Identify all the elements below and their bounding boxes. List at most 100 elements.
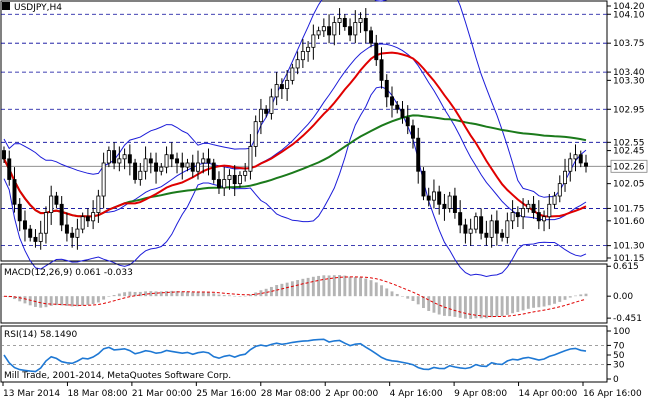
candle[interactable]: [28, 224, 33, 242]
candle[interactable]: [300, 39, 305, 68]
candle[interactable]: [59, 196, 64, 232]
candle[interactable]: [547, 193, 552, 230]
candle[interactable]: [416, 127, 421, 184]
candle[interactable]: [274, 72, 279, 106]
candle[interactable]: [49, 185, 54, 225]
candle[interactable]: [421, 167, 426, 201]
candle[interactable]: [285, 70, 290, 102]
candle[interactable]: [458, 200, 463, 234]
candle[interactable]: [17, 198, 22, 232]
candle[interactable]: [54, 191, 59, 209]
candle[interactable]: [211, 158, 216, 184]
candle[interactable]: [2, 146, 6, 163]
candle[interactable]: [526, 200, 531, 213]
candle[interactable]: [552, 191, 557, 209]
candle[interactable]: [479, 208, 484, 240]
candle[interactable]: [85, 208, 90, 228]
candle[interactable]: [22, 210, 27, 242]
candle[interactable]: [568, 152, 573, 182]
candle[interactable]: [295, 51, 300, 75]
candle[interactable]: [248, 134, 253, 180]
candle[interactable]: [279, 78, 284, 99]
candle[interactable]: [489, 214, 494, 248]
candle[interactable]: [563, 158, 567, 192]
candle[interactable]: [206, 148, 211, 176]
candle[interactable]: [542, 210, 547, 232]
candle[interactable]: [148, 152, 153, 174]
candle[interactable]: [426, 187, 431, 207]
candle[interactable]: [169, 142, 174, 168]
candle[interactable]: [584, 154, 588, 173]
candle[interactable]: [154, 152, 159, 184]
candle[interactable]: [227, 169, 232, 190]
candle[interactable]: [106, 146, 111, 168]
candle[interactable]: [127, 144, 132, 176]
candle[interactable]: [43, 206, 48, 244]
candle[interactable]: [390, 86, 394, 118]
candle[interactable]: [201, 152, 206, 174]
candlesticks[interactable]: [2, 8, 588, 250]
candle[interactable]: [180, 152, 185, 180]
candle[interactable]: [400, 101, 405, 124]
candle[interactable]: [232, 165, 237, 197]
candle[interactable]: [384, 74, 389, 108]
candle[interactable]: [348, 18, 353, 42]
candle[interactable]: [431, 179, 436, 209]
candle[interactable]: [101, 152, 106, 209]
candle[interactable]: [473, 212, 478, 234]
candle[interactable]: [122, 148, 127, 170]
candle[interactable]: [175, 152, 180, 174]
candle[interactable]: [222, 167, 227, 197]
macd-pane[interactable]: 0.615 0.00 -0.451 MACD(12,26,9) 0.061 -0.0…: [0, 262, 642, 324]
candle[interactable]: [379, 47, 384, 89]
candle[interactable]: [505, 212, 510, 244]
candle[interactable]: [573, 144, 578, 172]
candle[interactable]: [363, 8, 368, 44]
candle[interactable]: [316, 26, 321, 40]
candle[interactable]: [75, 218, 80, 250]
candle[interactable]: [237, 171, 242, 188]
candle[interactable]: [557, 175, 562, 203]
candle[interactable]: [133, 158, 138, 184]
candle[interactable]: [442, 193, 447, 221]
candle[interactable]: [494, 210, 499, 246]
candle[interactable]: [405, 105, 410, 135]
candle[interactable]: [536, 200, 541, 230]
candle[interactable]: [164, 146, 169, 174]
candle[interactable]: [521, 198, 526, 230]
candle[interactable]: [91, 200, 96, 230]
candle[interactable]: [306, 41, 311, 62]
candle[interactable]: [463, 218, 468, 244]
candle[interactable]: [33, 229, 38, 248]
candle[interactable]: [185, 158, 190, 172]
candle[interactable]: [253, 115, 258, 157]
candle[interactable]: [437, 185, 442, 215]
candle[interactable]: [369, 26, 373, 48]
candle[interactable]: [264, 105, 269, 118]
candle[interactable]: [117, 146, 122, 172]
symbol-menu-icon[interactable]: [2, 2, 10, 10]
candle[interactable]: [269, 88, 274, 120]
candle[interactable]: [12, 167, 17, 213]
candle[interactable]: [500, 229, 505, 242]
candle[interactable]: [311, 24, 316, 60]
candle[interactable]: [7, 150, 12, 186]
candle[interactable]: [515, 206, 520, 228]
candle[interactable]: [484, 220, 489, 246]
candle[interactable]: [243, 162, 248, 182]
candle[interactable]: [190, 154, 195, 178]
candle[interactable]: [159, 162, 164, 176]
candle[interactable]: [531, 196, 536, 219]
candle[interactable]: [342, 14, 347, 31]
candle[interactable]: [447, 191, 452, 213]
candle[interactable]: [410, 119, 415, 149]
candle[interactable]: [395, 101, 400, 114]
candle[interactable]: [96, 189, 101, 223]
candle[interactable]: [452, 187, 457, 219]
candle[interactable]: [80, 212, 85, 234]
candle[interactable]: [70, 227, 75, 248]
candle[interactable]: [38, 220, 43, 250]
